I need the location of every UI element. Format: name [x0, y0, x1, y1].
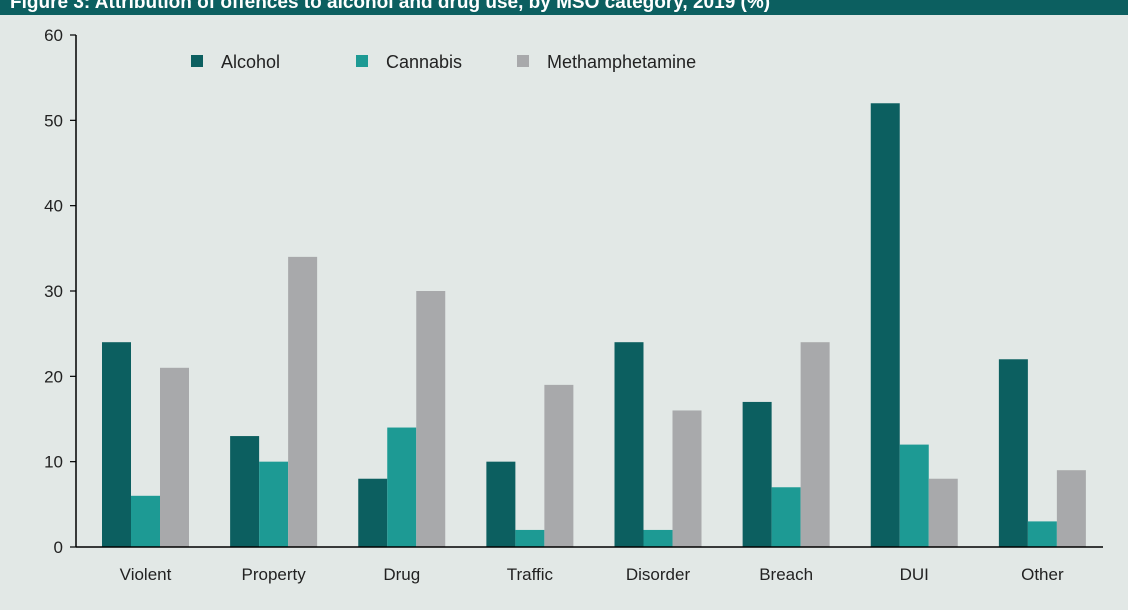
y-tick-label: 10	[44, 453, 63, 472]
bar-cannabis-breach	[771, 487, 801, 547]
bar-methamphetamine-property	[288, 256, 318, 547]
bar-alcohol-disorder	[614, 342, 644, 547]
bar-alcohol-breach	[742, 401, 772, 547]
x-tick-label: Traffic	[507, 565, 554, 584]
x-tick-label: Property	[242, 565, 307, 584]
bar-methamphetamine-breach	[800, 342, 830, 547]
x-tick-label: Disorder	[626, 565, 691, 584]
y-tick-label: 60	[44, 26, 63, 45]
bar-cannabis-disorder	[643, 529, 673, 547]
x-tick-label: DUI	[900, 565, 929, 584]
bar-cannabis-dui	[899, 444, 929, 547]
chart-title: Figure 3: Attribution of offences to alc…	[10, 0, 771, 13]
bar-methamphetamine-disorder	[672, 410, 702, 547]
bar-alcohol-other	[998, 359, 1028, 547]
x-tick-label: Drug	[383, 565, 420, 584]
bar-group	[102, 103, 1086, 548]
legend-swatch	[517, 55, 529, 67]
legend-swatch	[191, 55, 203, 67]
bar-methamphetamine-dui	[928, 478, 958, 547]
legend-label: Alcohol	[221, 52, 280, 72]
legend-label: Cannabis	[386, 52, 462, 72]
x-tick-label: Other	[1021, 565, 1064, 584]
y-tick-label: 50	[44, 111, 63, 130]
y-axis: 0 10 20 30 40 50 60	[44, 26, 77, 557]
bar-cannabis-property	[259, 461, 289, 547]
y-tick-label: 40	[44, 197, 63, 216]
y-tick-label: 30	[44, 282, 63, 301]
chart-title-bar: Figure 3: Attribution of offences to alc…	[0, 0, 1128, 15]
legend-label: Methamphetamine	[547, 52, 696, 72]
bar-alcohol-dui	[870, 103, 900, 548]
x-tick-label: Breach	[759, 565, 813, 584]
bar-methamphetamine-drug	[416, 291, 446, 547]
bar-alcohol-traffic	[486, 461, 516, 547]
legend-swatch	[356, 55, 368, 67]
bar-alcohol-drug	[358, 478, 388, 547]
y-tick-label: 0	[54, 538, 63, 557]
x-tick-label: Violent	[120, 565, 172, 584]
x-axis: Violent Property Drug Traffic Disorder Breach…	[76, 546, 1103, 584]
bar-cannabis-violent	[131, 495, 160, 547]
chart-legend: Alcohol Cannabis Methamphetamine	[191, 52, 696, 72]
y-tick-label: 20	[44, 367, 63, 386]
bar-alcohol-property	[230, 436, 260, 547]
bar-methamphetamine-other	[1056, 470, 1086, 547]
bar-alcohol-violent	[102, 342, 131, 547]
bar-cannabis-other	[1027, 521, 1057, 547]
bar-methamphetamine-violent	[160, 367, 189, 547]
bar-methamphetamine-traffic	[544, 384, 574, 547]
bar-cannabis-drug	[387, 427, 417, 547]
bar-cannabis-traffic	[515, 529, 545, 547]
